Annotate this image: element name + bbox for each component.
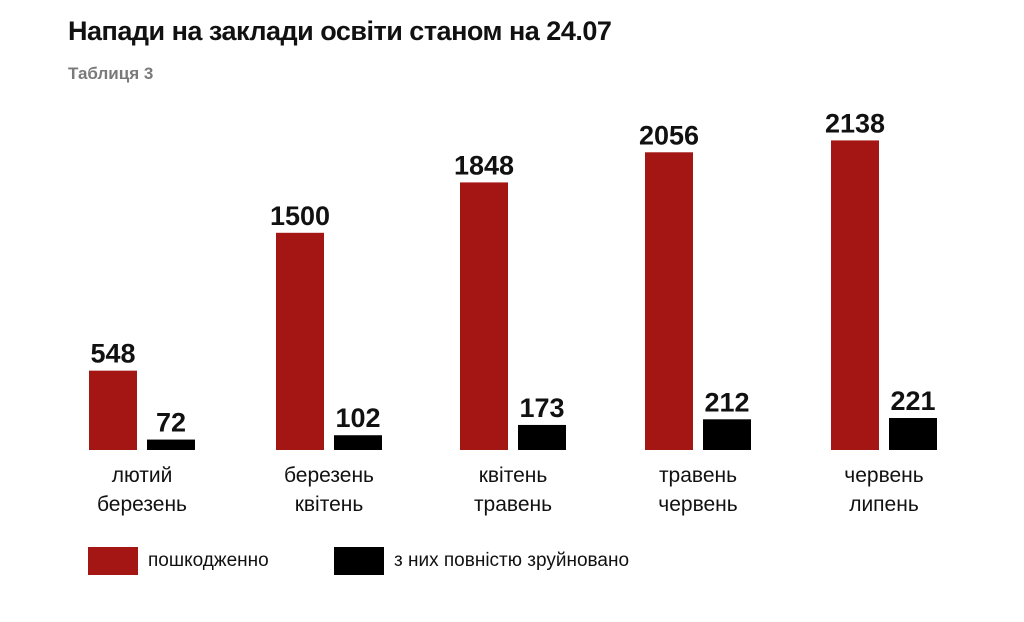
category-label-3-1: червень <box>658 493 737 516</box>
legend-label-destroyed: з них повністю зруйновано <box>394 550 630 571</box>
bar-destroyed-1 <box>334 435 382 450</box>
chart-title: Напади на заклади освіти станом на 24.07 <box>68 16 612 46</box>
legend-swatch-destroyed <box>334 547 384 575</box>
bar-destroyed-0 <box>147 439 195 450</box>
bar-damaged-0 <box>89 370 137 450</box>
category-label-0-1: березень <box>97 493 187 516</box>
category-label-0-0: лютий <box>112 464 173 487</box>
data-label-destroyed-3: 212 <box>704 387 749 417</box>
data-label-damaged-3: 2056 <box>639 120 699 150</box>
data-label-damaged-2: 1848 <box>454 150 514 180</box>
legend-label-damaged: пошкодженно <box>148 550 269 571</box>
data-label-damaged-4: 2138 <box>825 108 885 138</box>
category-label-1-1: квітень <box>295 493 364 516</box>
data-label-destroyed-1: 102 <box>335 403 380 433</box>
bar-damaged-4 <box>831 140 879 450</box>
bar-destroyed-4 <box>889 417 937 450</box>
data-label-damaged-1: 1500 <box>270 201 330 231</box>
bar-destroyed-2 <box>518 424 566 450</box>
data-label-destroyed-2: 173 <box>519 393 564 423</box>
data-label-damaged-0: 548 <box>90 339 135 369</box>
bar-damaged-3 <box>645 152 693 450</box>
category-label-4-0: червень <box>844 464 923 487</box>
legend-swatch-damaged <box>88 547 138 575</box>
bar-chart: 548 72 лютий березень 1500 102 березень квітень… <box>89 108 937 516</box>
bar-damaged-1 <box>276 232 324 450</box>
legend-item-destroyed: з них повністю зруйновано <box>334 546 629 576</box>
legend-item-damaged: пошкодженно <box>88 546 269 576</box>
data-label-destroyed-0: 72 <box>156 408 186 438</box>
data-label-destroyed-4: 221 <box>890 386 935 416</box>
category-label-4-1: липень <box>849 493 919 516</box>
bar-damaged-2 <box>460 182 508 450</box>
category-label-3-0: травень <box>659 464 737 487</box>
category-label-2-1: травень <box>474 493 552 516</box>
bar-destroyed-3 <box>703 419 751 450</box>
chart-subtitle: Таблиця 3 <box>68 64 154 83</box>
category-label-1-0: березень <box>284 464 374 487</box>
category-label-2-0: квітень <box>479 464 548 487</box>
